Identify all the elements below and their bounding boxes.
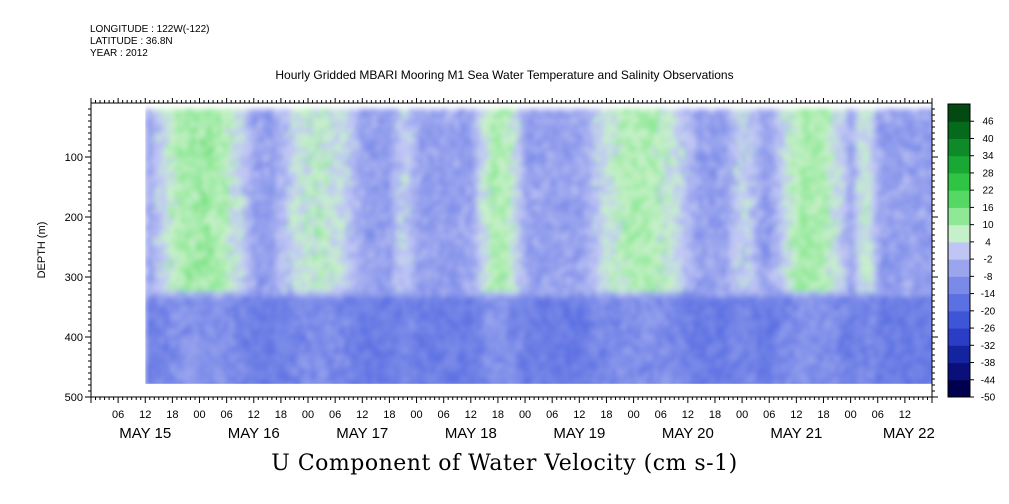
latitude-label: LATITUDE : 36.8N	[90, 36, 173, 47]
year-label: YEAR : 2012	[90, 48, 148, 59]
chart-title: Hourly Gridded MBARI Mooring M1 Sea Wate…	[275, 68, 734, 82]
longitude-label: LONGITUDE : 122W(-122)	[90, 24, 210, 35]
heatmap-field	[91, 103, 932, 397]
